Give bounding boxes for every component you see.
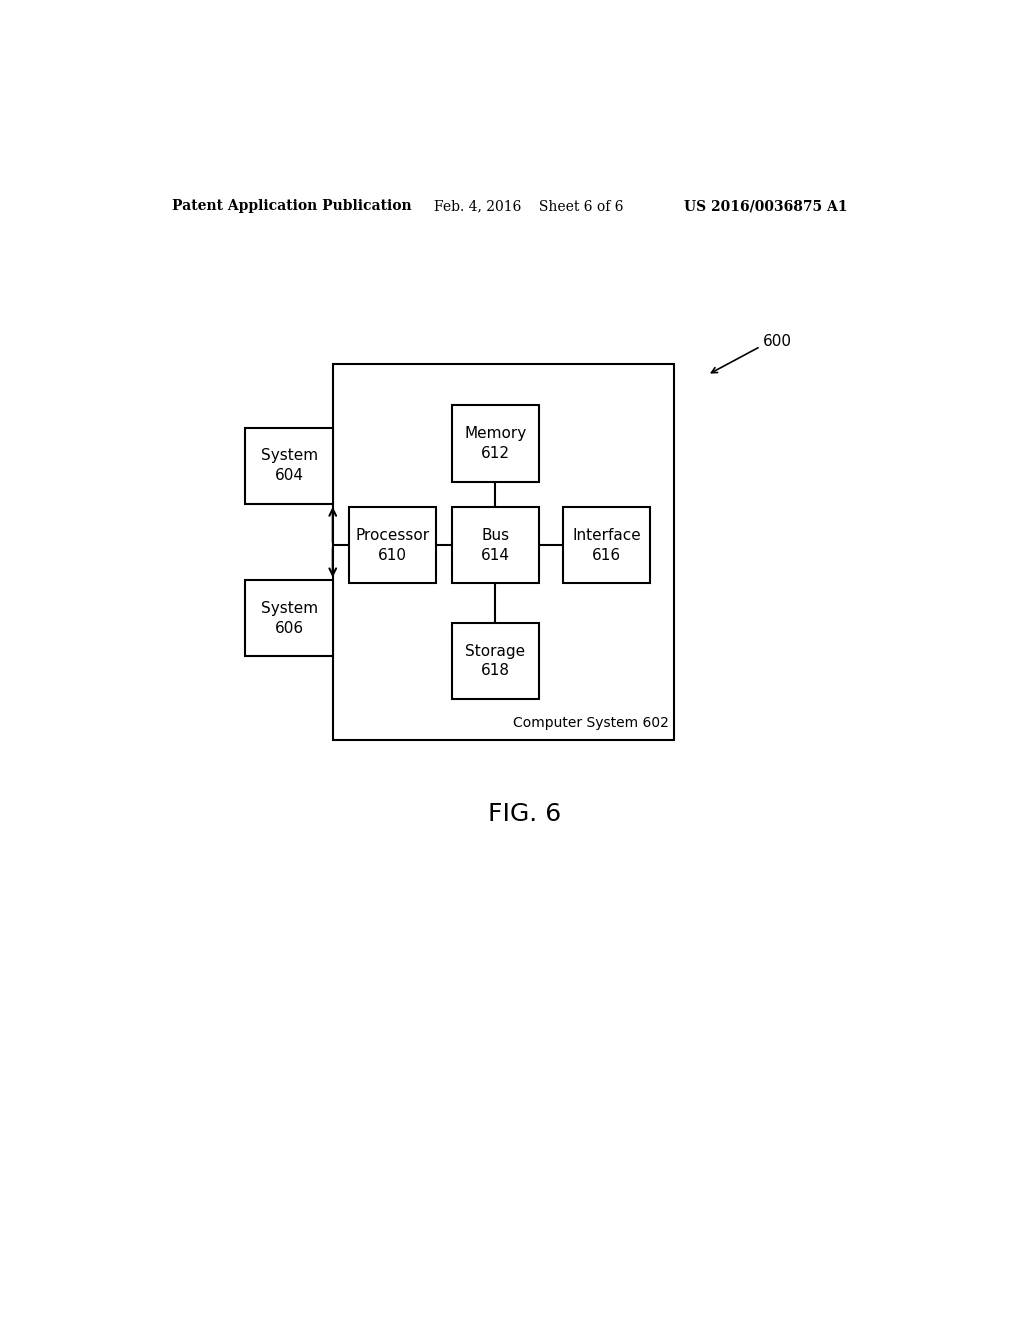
Text: Interface
616: Interface 616 (572, 528, 641, 562)
Text: Feb. 4, 2016    Sheet 6 of 6: Feb. 4, 2016 Sheet 6 of 6 (433, 199, 623, 213)
Bar (452, 623, 539, 700)
Text: System
604: System 604 (260, 449, 317, 483)
Bar (246, 581, 333, 656)
Bar (452, 405, 539, 482)
Text: FIG. 6: FIG. 6 (488, 803, 561, 826)
Text: 600: 600 (763, 334, 792, 348)
Text: Patent Application Publication: Patent Application Publication (172, 199, 412, 213)
Text: Processor
610: Processor 610 (355, 528, 429, 562)
Bar (333, 364, 674, 739)
Text: Computer System 602: Computer System 602 (513, 715, 669, 730)
Text: Memory
612: Memory 612 (464, 426, 526, 461)
Text: Bus
614: Bus 614 (481, 528, 510, 562)
Bar (563, 507, 650, 583)
Text: US 2016/0036875 A1: US 2016/0036875 A1 (684, 199, 847, 213)
Bar (452, 507, 539, 583)
Bar (348, 507, 436, 583)
Bar (246, 428, 333, 504)
Text: Storage
618: Storage 618 (465, 644, 525, 678)
Text: System
606: System 606 (260, 601, 317, 636)
